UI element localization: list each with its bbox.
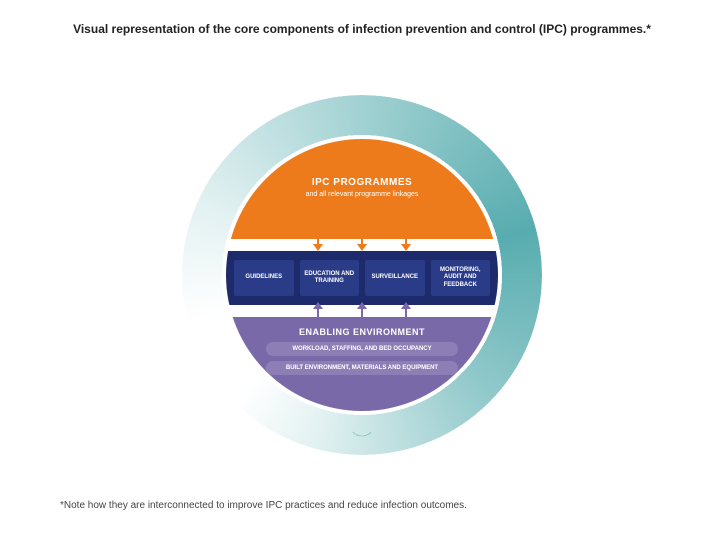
footnote: *Note how they are interconnected to imp… xyxy=(60,500,467,511)
bar-environment: BUILT ENVIRONMENT, MATERIALS AND EQUIPME… xyxy=(266,361,458,375)
page-title: Visual representation of the core compon… xyxy=(36,22,688,36)
inner-disc: IPC PROGRAMMES and all relevant programm… xyxy=(226,139,498,411)
pill-surveillance: SURVEILLANCE xyxy=(365,260,425,296)
bar-workload: WORKLOAD, STAFFING, AND BED OCCUPANCY xyxy=(266,342,458,356)
top-subheading: and all relevant programme linkages xyxy=(226,191,498,198)
pill-monitoring: MONITORING, AUDIT AND FEEDBACK xyxy=(431,260,491,296)
pill-guidelines: GUIDELINES xyxy=(234,260,294,296)
top-section: IPC PROGRAMMES and all relevant programm… xyxy=(226,139,498,239)
pill-education: EDUCATION AND TRAINING xyxy=(300,260,360,296)
bottom-heading: ENABLING ENVIRONMENT xyxy=(226,327,498,337)
bottom-section: ENABLING ENVIRONMENT WORKLOAD, STAFFING,… xyxy=(226,317,498,411)
top-heading: IPC PROGRAMMES xyxy=(226,139,498,188)
mid-section: GUIDELINES EDUCATION AND TRAINING SURVEI… xyxy=(226,251,498,305)
diagram: MULTIMODAL STRATEGIES IPC PROGRAMMES and… xyxy=(182,95,542,455)
